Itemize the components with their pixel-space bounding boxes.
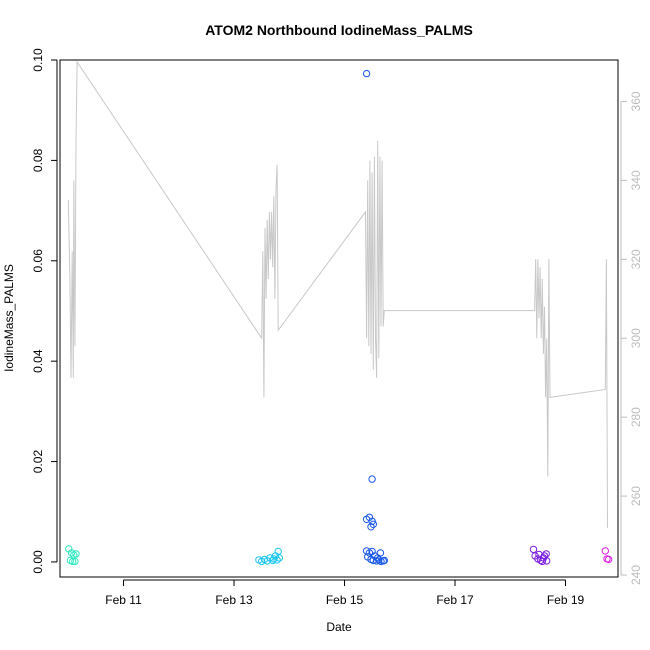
data-point-s2-17 — [375, 556, 383, 564]
y2-tick-label-3: 300 — [629, 328, 643, 348]
data-point-s1-8 — [273, 556, 281, 564]
y-tick-label-0: 0.00 — [31, 550, 45, 574]
data-point-s0-5 — [71, 557, 79, 566]
data-point-s2-6 — [367, 523, 375, 531]
data-point-s3-0 — [529, 545, 538, 554]
data-point-s2-1 — [368, 475, 376, 483]
x-axis: Feb 11 Feb 13 Feb 15 Feb 17 Feb 19 — [105, 579, 585, 607]
y2-tick-label-6: 360 — [629, 91, 643, 111]
data-points-layer — [65, 69, 613, 566]
y-tick-label-5: 0.10 — [31, 48, 45, 72]
data-point-s1-10 — [275, 554, 283, 562]
data-point-s2-0 — [362, 69, 371, 78]
y-tick-label-1: 0.02 — [31, 450, 45, 474]
chart-title: ATOM2 Northbound IodineMass_PALMS — [205, 22, 473, 38]
y2-tick-label-1: 260 — [629, 486, 643, 506]
x-tick-label-1: Feb 13 — [215, 593, 253, 607]
y-tick-label-3: 0.06 — [31, 249, 45, 273]
y-axis-right: 240 260 280 300 320 340 360 — [620, 91, 643, 585]
data-point-s3-7 — [540, 552, 549, 560]
data-point-s4-2 — [604, 555, 613, 564]
plot-frame — [59, 59, 619, 578]
y2-tick-label-0: 240 — [629, 565, 643, 585]
background-line-layer — [67, 60, 608, 528]
data-point-s2-15 — [369, 556, 377, 565]
data-point-s2-12 — [376, 549, 385, 557]
y-tick-label-2: 0.04 — [31, 349, 45, 373]
data-point-s2-20 — [380, 556, 388, 565]
data-point-s0-6 — [72, 550, 80, 558]
y-tick-label-4: 0.08 — [31, 148, 45, 172]
x-tick-label-3: Feb 17 — [436, 593, 474, 607]
y2-tick-label-2: 280 — [629, 407, 643, 427]
y2-tick-label-5: 340 — [629, 170, 643, 190]
data-point-s2-5 — [369, 520, 377, 528]
background-series-line — [67, 60, 608, 528]
x-tick-label-2: Feb 15 — [326, 593, 364, 607]
x-axis-label: Date — [326, 620, 352, 634]
data-point-s3-8 — [542, 550, 550, 558]
y-axis-label: IodineMass_PALMS — [2, 264, 16, 372]
data-point-s4-0 — [601, 547, 609, 555]
y-axis-left: 0.00 0.02 0.04 0.06 0.08 0.10 — [31, 48, 58, 574]
data-point-s3-9 — [543, 557, 551, 565]
x-tick-label-0: Feb 11 — [105, 593, 142, 607]
x-tick-label-4: Feb 19 — [547, 593, 585, 607]
data-point-s0-2 — [67, 549, 76, 557]
y2-tick-label-4: 320 — [629, 249, 643, 269]
